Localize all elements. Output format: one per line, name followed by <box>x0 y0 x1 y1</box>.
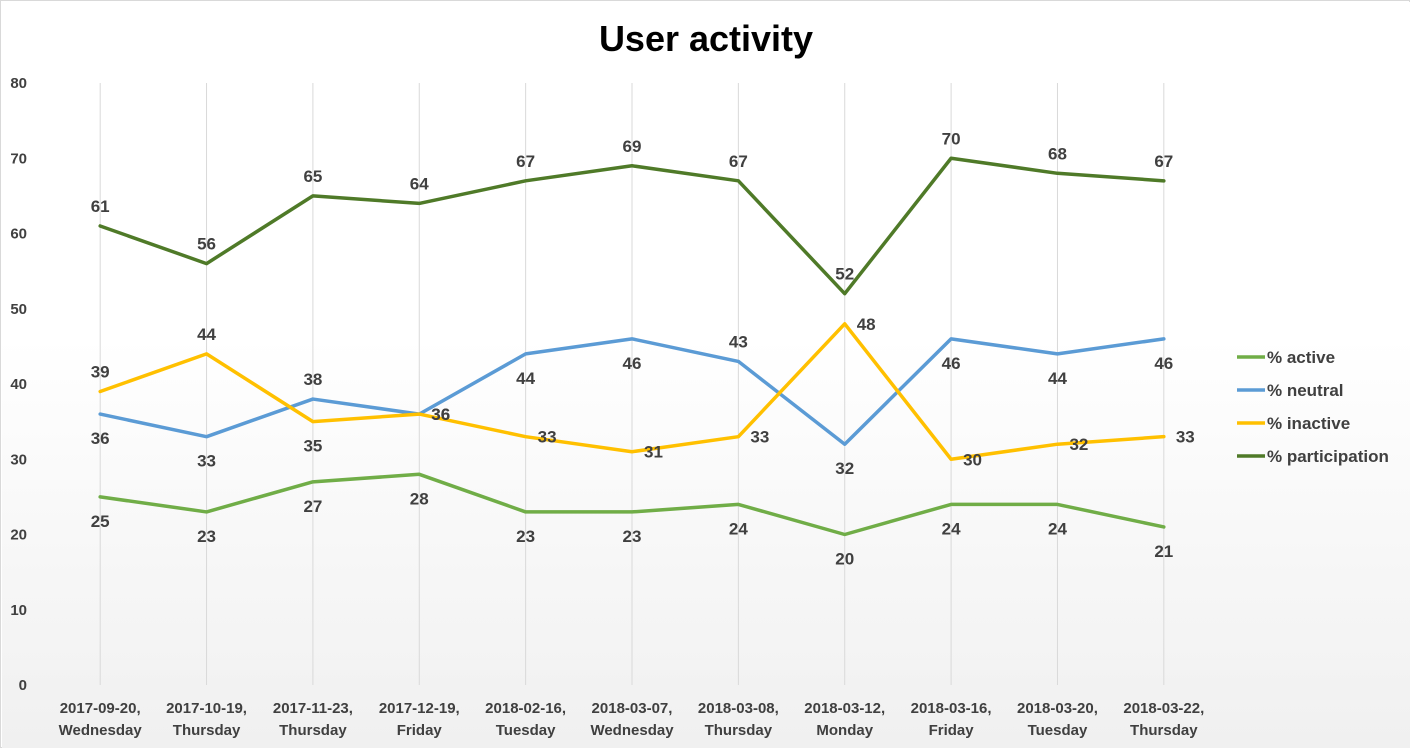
data-label: 33 <box>197 452 216 471</box>
data-label: 64 <box>410 174 429 193</box>
data-label: 44 <box>197 325 216 344</box>
y-tick-label: 10 <box>10 602 27 619</box>
y-tick-label: 60 <box>10 226 27 243</box>
data-label: 28 <box>410 489 429 508</box>
data-label: 67 <box>516 152 535 171</box>
legend: % active % neutral % inactive % participati… <box>1237 348 1389 466</box>
data-label: 65 <box>303 167 322 186</box>
legend-item: % neutral <box>1237 381 1344 400</box>
data-label: 24 <box>1048 519 1067 538</box>
data-label: 43 <box>729 332 748 351</box>
data-label: 32 <box>1069 435 1088 454</box>
data-label: 52 <box>835 265 854 284</box>
y-tick-label: 20 <box>10 527 27 544</box>
series-line-2 <box>98 322 1166 461</box>
x-tick-label: 2017-10-19, Thursday <box>166 700 247 739</box>
data-label: 46 <box>1154 354 1173 373</box>
data-label: 32 <box>835 459 854 478</box>
data-labels: 25 23 27 28 23 23 24 20 24 24 21 36 33 38 36 44 46 43 32 46… <box>91 129 1195 568</box>
data-label: 46 <box>942 354 961 373</box>
x-tick-label: 2018-03-16, Friday <box>911 700 992 739</box>
chart-title: User activity <box>599 18 813 59</box>
series-lines <box>98 156 1166 537</box>
x-tick-label: 2017-12-19, Friday <box>379 700 460 739</box>
data-label: 36 <box>431 405 450 424</box>
data-label: 38 <box>303 370 322 389</box>
x-tick-label: 2018-03-08, Thursday <box>698 700 779 739</box>
data-label: 33 <box>1176 428 1195 447</box>
data-label: 21 <box>1154 542 1173 561</box>
series-line-0 <box>98 472 1166 537</box>
legend-label: % active <box>1267 348 1335 367</box>
legend-item: % inactive <box>1237 414 1350 433</box>
data-label: 24 <box>729 519 748 538</box>
data-label: 44 <box>516 369 535 388</box>
data-label: 68 <box>1048 144 1067 163</box>
data-label: 31 <box>644 443 663 462</box>
y-tick-label: 70 <box>10 150 27 167</box>
legend-label: % inactive <box>1267 414 1350 433</box>
data-label: 46 <box>623 354 642 373</box>
y-tick-label: 40 <box>10 376 27 393</box>
legend-item: % participation <box>1237 447 1389 466</box>
x-tick-label: 2018-03-22, Thursday <box>1123 700 1204 739</box>
data-label: 36 <box>91 429 110 448</box>
data-label: 48 <box>857 315 876 334</box>
data-label: 67 <box>729 152 748 171</box>
data-label: 33 <box>750 428 769 447</box>
x-tick-label: 2018-03-12, Monday <box>804 700 885 739</box>
data-label: 35 <box>303 437 322 456</box>
legend-label: % participation <box>1267 447 1389 466</box>
data-label: 24 <box>942 519 961 538</box>
data-label: 20 <box>835 550 854 569</box>
data-label: 30 <box>963 450 982 469</box>
x-axis: 2017-09-20, Wednesday 2017-10-19, Thursday 2… <box>59 700 1205 739</box>
data-label: 23 <box>197 527 216 546</box>
series-line-3 <box>98 156 1166 296</box>
data-label: 56 <box>197 235 216 254</box>
y-tick-label: 30 <box>10 451 27 468</box>
data-label: 70 <box>942 129 961 148</box>
data-label: 36 <box>431 405 450 424</box>
x-tick-label: 2017-11-23, Thursday <box>273 700 353 739</box>
data-label: 23 <box>623 527 642 546</box>
y-tick-label: 0 <box>19 677 27 694</box>
x-tick-label: 2017-09-20, Wednesday <box>59 700 143 739</box>
data-label: 33 <box>538 428 557 447</box>
x-tick-label: 2018-03-20, Tuesday <box>1017 700 1098 739</box>
data-label: 23 <box>516 527 535 546</box>
data-label: 61 <box>91 197 110 216</box>
series-line-1 <box>98 337 1166 446</box>
data-label: 67 <box>1154 152 1173 171</box>
y-tick-label: 50 <box>10 301 27 318</box>
legend-item: % active <box>1237 348 1335 367</box>
data-label: 27 <box>303 497 322 516</box>
y-tick-label: 80 <box>10 75 27 92</box>
y-axis: 0 10 20 30 40 50 60 70 80 <box>10 75 27 694</box>
data-label: 69 <box>623 137 642 156</box>
x-tick-label: 2018-02-16, Tuesday <box>485 700 566 739</box>
legend-label: % neutral <box>1267 381 1344 400</box>
data-label: 44 <box>1048 369 1067 388</box>
data-label: 25 <box>91 512 110 531</box>
x-tick-label: 2018-03-07, Wednesday <box>590 700 674 739</box>
data-label: 39 <box>91 363 110 382</box>
